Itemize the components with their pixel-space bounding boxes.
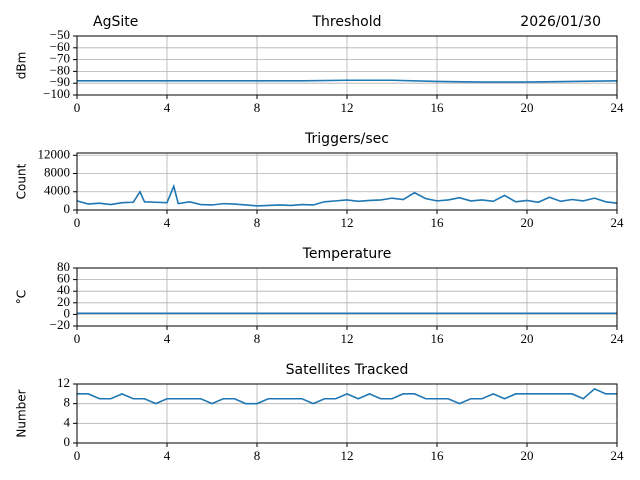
x-tick-label: 4 xyxy=(164,331,171,346)
x-tick-label: 12 xyxy=(341,100,354,115)
x-tick-label: 16 xyxy=(431,215,445,230)
y-tick-label: −80 xyxy=(50,62,70,77)
y-tick-label: 60 xyxy=(57,271,70,286)
panel-title: Satellites Tracked xyxy=(286,362,409,378)
y-tick-label: −60 xyxy=(50,39,70,54)
y-tick-label: 4000 xyxy=(44,183,70,198)
x-tick-label: 24 xyxy=(611,448,625,463)
y-tick-label: 0 xyxy=(64,434,71,449)
y-tick-label: 0 xyxy=(64,305,71,320)
x-tick-label: 0 xyxy=(74,100,81,115)
y-tick-label: 8 xyxy=(64,395,71,410)
x-tick-label: 8 xyxy=(254,215,261,230)
y-tick-label: −100 xyxy=(43,86,70,101)
x-tick-label: 20 xyxy=(521,100,534,115)
x-tick-label: 20 xyxy=(521,215,534,230)
y-tick-label: 8000 xyxy=(44,165,70,180)
y-axis-label: Count xyxy=(15,163,29,199)
x-tick-label: 0 xyxy=(74,331,81,346)
x-tick-label: 8 xyxy=(254,448,261,463)
x-tick-label: 24 xyxy=(611,331,625,346)
x-tick-label: 24 xyxy=(611,100,625,115)
y-tick-label: −70 xyxy=(50,51,70,66)
x-tick-label: 12 xyxy=(341,331,354,346)
x-tick-label: 8 xyxy=(254,100,261,115)
y-tick-label: 12 xyxy=(57,375,70,390)
axes-frame xyxy=(76,152,618,211)
site-name: AgSite xyxy=(93,14,138,30)
y-tick-label: −20 xyxy=(50,317,70,332)
data-line xyxy=(76,183,618,207)
panel-title: Threshold xyxy=(312,14,382,30)
x-tick-label: 12 xyxy=(341,215,354,230)
x-tick-label: 24 xyxy=(611,215,625,230)
y-tick-label: −50 xyxy=(50,27,70,42)
x-tick-label: 0 xyxy=(74,448,81,463)
y-axis-label: dBm xyxy=(15,52,29,80)
y-tick-label: 80 xyxy=(57,259,70,274)
data-line xyxy=(77,387,617,405)
panel-title: Triggers/sec xyxy=(304,131,389,147)
y-axis-label: °C xyxy=(15,290,29,304)
y-tick-label: 20 xyxy=(57,294,70,309)
x-tick-label: 8 xyxy=(254,331,261,346)
panel-title: Temperature xyxy=(302,246,392,262)
y-tick-label: 0 xyxy=(64,201,71,216)
x-tick-label: 16 xyxy=(431,100,445,115)
y-tick-label: 12000 xyxy=(38,146,71,161)
y-tick-label: 4 xyxy=(64,414,71,429)
x-tick-label: 16 xyxy=(431,448,445,463)
y-axis-label: Number xyxy=(15,389,29,437)
axes-frame xyxy=(76,383,618,444)
date: 2026/01/30 xyxy=(520,14,601,30)
y-tick-label: −90 xyxy=(50,74,70,89)
x-tick-label: 12 xyxy=(341,448,354,463)
x-tick-label: 16 xyxy=(431,331,445,346)
x-tick-label: 0 xyxy=(74,215,81,230)
x-tick-label: 4 xyxy=(164,100,171,115)
x-tick-label: 20 xyxy=(521,448,534,463)
axes-frame xyxy=(76,267,618,327)
x-tick-label: 4 xyxy=(164,448,171,463)
axes-frame xyxy=(76,35,618,96)
x-tick-label: 4 xyxy=(164,215,171,230)
y-tick-label: 40 xyxy=(57,282,70,297)
x-tick-label: 20 xyxy=(521,331,534,346)
data-line xyxy=(77,79,618,83)
